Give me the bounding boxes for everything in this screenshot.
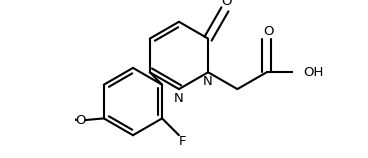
Text: F: F	[178, 135, 186, 148]
Text: N: N	[203, 75, 213, 88]
Text: OH: OH	[304, 66, 324, 79]
Text: O: O	[75, 114, 85, 127]
Text: O: O	[263, 25, 273, 38]
Text: O: O	[222, 0, 232, 8]
Text: N: N	[174, 92, 184, 105]
